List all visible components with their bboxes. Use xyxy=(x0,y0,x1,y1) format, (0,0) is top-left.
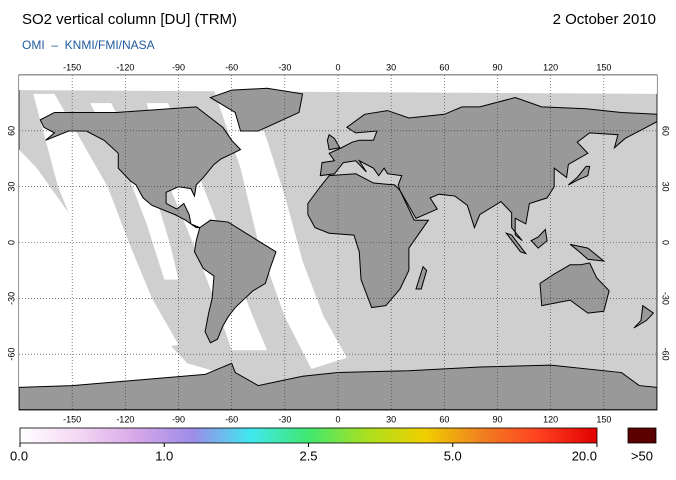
y-tick-label-right: 30 xyxy=(661,182,671,192)
geo xyxy=(19,75,657,409)
new-zealand xyxy=(634,306,653,328)
borneo xyxy=(531,229,547,248)
colorbar-label: 2.5 xyxy=(299,448,317,463)
x-tick-label-bottom: -60 xyxy=(225,414,238,424)
y-tick-label-left: -30 xyxy=(6,292,16,305)
colorbar-label: 1.0 xyxy=(155,448,173,463)
colorbar-label: 5.0 xyxy=(444,448,462,463)
x-tick-label-bottom: 90 xyxy=(492,414,502,424)
x-tick-label-top: -90 xyxy=(172,62,185,72)
sumatra xyxy=(506,233,525,253)
colorbar-overflow xyxy=(627,427,657,444)
new-guinea xyxy=(570,244,604,261)
title: SO2 vertical column [DU] (TRM) xyxy=(22,11,237,28)
overflow-label: >50 xyxy=(631,448,653,463)
britain xyxy=(327,135,339,150)
australia xyxy=(540,263,609,313)
y-tick-label-left: -60 xyxy=(6,348,16,361)
data-swath xyxy=(33,93,179,354)
x-tick-label-bottom: -120 xyxy=(116,414,134,424)
eurasia xyxy=(320,98,657,241)
subtitle: OMI – KNMI/FMI/NASA xyxy=(22,38,155,52)
x-tick-label-top: 90 xyxy=(492,62,502,72)
north-america xyxy=(40,107,240,228)
y-tick-label-right: 0 xyxy=(661,240,671,245)
x-tick-label-bottom: -30 xyxy=(278,414,291,424)
japan xyxy=(568,166,589,185)
axis-labels: -150 -150 -120 -120 -90 -90 -60 -60 -30 -30 0 0 30 30… xyxy=(6,62,670,424)
madagascar xyxy=(416,267,427,289)
x-tick-label-top: -30 xyxy=(278,62,291,72)
data-swath xyxy=(213,90,347,369)
x-tick-label-top: 120 xyxy=(543,62,558,72)
colorbar-label: 20.0 xyxy=(572,448,597,463)
x-tick-label-bottom: 120 xyxy=(543,414,558,424)
x-tick-label-bottom: 150 xyxy=(596,414,611,424)
date: 2 October 2010 xyxy=(553,11,656,28)
south-america xyxy=(194,220,276,343)
y-tick-label-left: 30 xyxy=(6,182,16,192)
x-tick-label-top: 30 xyxy=(386,62,396,72)
grid xyxy=(19,75,657,410)
antarctica xyxy=(19,363,657,409)
y-tick-label-right: -60 xyxy=(661,348,671,361)
x-tick-label-top: 150 xyxy=(596,62,611,72)
x-tick-label-bottom: 30 xyxy=(386,414,396,424)
x-tick-label-top: 60 xyxy=(439,62,449,72)
y-tick-label-left: 0 xyxy=(6,240,16,245)
data-swath xyxy=(89,103,179,280)
x-tick-label-top: -120 xyxy=(116,62,134,72)
data-swath xyxy=(19,149,232,410)
x-tick-label-bottom: 0 xyxy=(335,414,340,424)
x-tick-label-top: -60 xyxy=(225,62,238,72)
map-area xyxy=(19,75,657,410)
y-tick-label-right: -30 xyxy=(661,292,671,305)
colorbar xyxy=(19,427,598,444)
x-tick-label-bottom: -150 xyxy=(63,414,81,424)
y-tick-label-left: 60 xyxy=(6,126,16,136)
y-tick-label-right: 60 xyxy=(661,126,671,136)
colorbar-label: 0.0 xyxy=(10,448,28,463)
x-tick-label-bottom: 60 xyxy=(439,414,449,424)
x-tick-label-top: -150 xyxy=(63,62,81,72)
greenland xyxy=(210,88,302,131)
x-tick-label-bottom: -90 xyxy=(172,414,185,424)
x-tick-label-top: 0 xyxy=(335,62,340,72)
